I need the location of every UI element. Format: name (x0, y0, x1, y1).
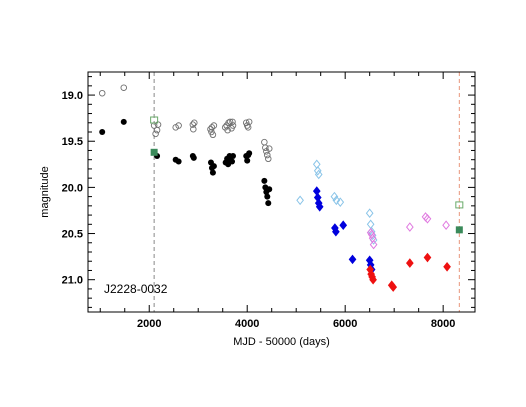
data-point (229, 158, 236, 165)
data-point (190, 125, 197, 133)
x-tick-label: 4000 (235, 318, 259, 330)
data-point (175, 158, 182, 165)
x-tick-label: 2000 (137, 318, 161, 330)
data-point (369, 239, 378, 250)
y-tick-label: 20.0 (62, 182, 83, 194)
x-tick-label: 6000 (333, 318, 357, 330)
data-point (266, 186, 273, 193)
data-point (389, 282, 398, 292)
data-point (207, 125, 214, 133)
data-point (244, 124, 252, 131)
data-point (348, 254, 357, 265)
data-point (312, 186, 321, 196)
data-point (330, 191, 339, 202)
data-point (99, 129, 106, 135)
data-point (455, 201, 464, 209)
data-point (150, 116, 159, 124)
data-point (264, 193, 271, 200)
data-point (191, 119, 198, 127)
data-point (455, 226, 463, 234)
data-point (209, 131, 217, 139)
object-label: J2228-0032 (104, 282, 168, 296)
data-point (229, 122, 237, 129)
data-point (313, 165, 322, 176)
data-point (261, 138, 268, 146)
data-point (296, 195, 304, 206)
data-point (175, 122, 182, 129)
data-point (406, 258, 414, 268)
data-point (210, 163, 217, 170)
y-tick-label: 21.0 (62, 275, 83, 287)
data-point (245, 118, 253, 126)
data-point (209, 169, 216, 176)
data-point (367, 229, 376, 240)
axis-ticks: 2000 4000 6000 8000 19.0 19.5 20.0 20.5 21.0 (62, 72, 475, 330)
data-point (230, 153, 237, 159)
data-point (369, 274, 377, 285)
y-tick-label: 19.0 (62, 90, 83, 102)
data-point (261, 177, 268, 184)
data-point (208, 124, 216, 131)
data-point (229, 118, 236, 126)
data-point (120, 118, 127, 125)
data-point (423, 252, 432, 263)
data-point (190, 154, 197, 161)
data-point (264, 151, 271, 159)
data-point (150, 148, 158, 156)
data-point (120, 84, 128, 91)
data-point (262, 144, 269, 151)
data-point (365, 208, 374, 219)
data-point (98, 89, 106, 97)
y-tick-label: 19.5 (62, 136, 83, 148)
data-point (152, 130, 159, 138)
data-point (366, 219, 375, 230)
data-point (332, 195, 341, 206)
reference-lines (153, 72, 460, 312)
data-point (153, 126, 161, 134)
y-tick-label: 20.5 (62, 229, 83, 241)
data-point (312, 159, 321, 170)
data-point (442, 220, 450, 231)
data-point (339, 220, 348, 231)
x-axis-label: MJD - 50000 (days) (233, 336, 330, 348)
data-point (246, 150, 253, 157)
data-point (266, 145, 273, 152)
y-axis-label: magnitude (39, 166, 51, 217)
data-point (265, 200, 272, 207)
data-point (244, 157, 251, 164)
data-point (224, 126, 231, 134)
data-point (314, 169, 323, 180)
data-point (332, 226, 340, 237)
data-point (443, 261, 451, 272)
data-point (336, 197, 345, 207)
data-point (189, 121, 197, 128)
data-points (98, 84, 464, 292)
data-point (406, 222, 414, 232)
plot-frame (87, 71, 476, 313)
data-point (210, 122, 218, 129)
data-point (423, 213, 432, 224)
data-point (315, 201, 324, 212)
x-tick-label: 8000 (431, 318, 455, 330)
data-point (265, 155, 272, 163)
